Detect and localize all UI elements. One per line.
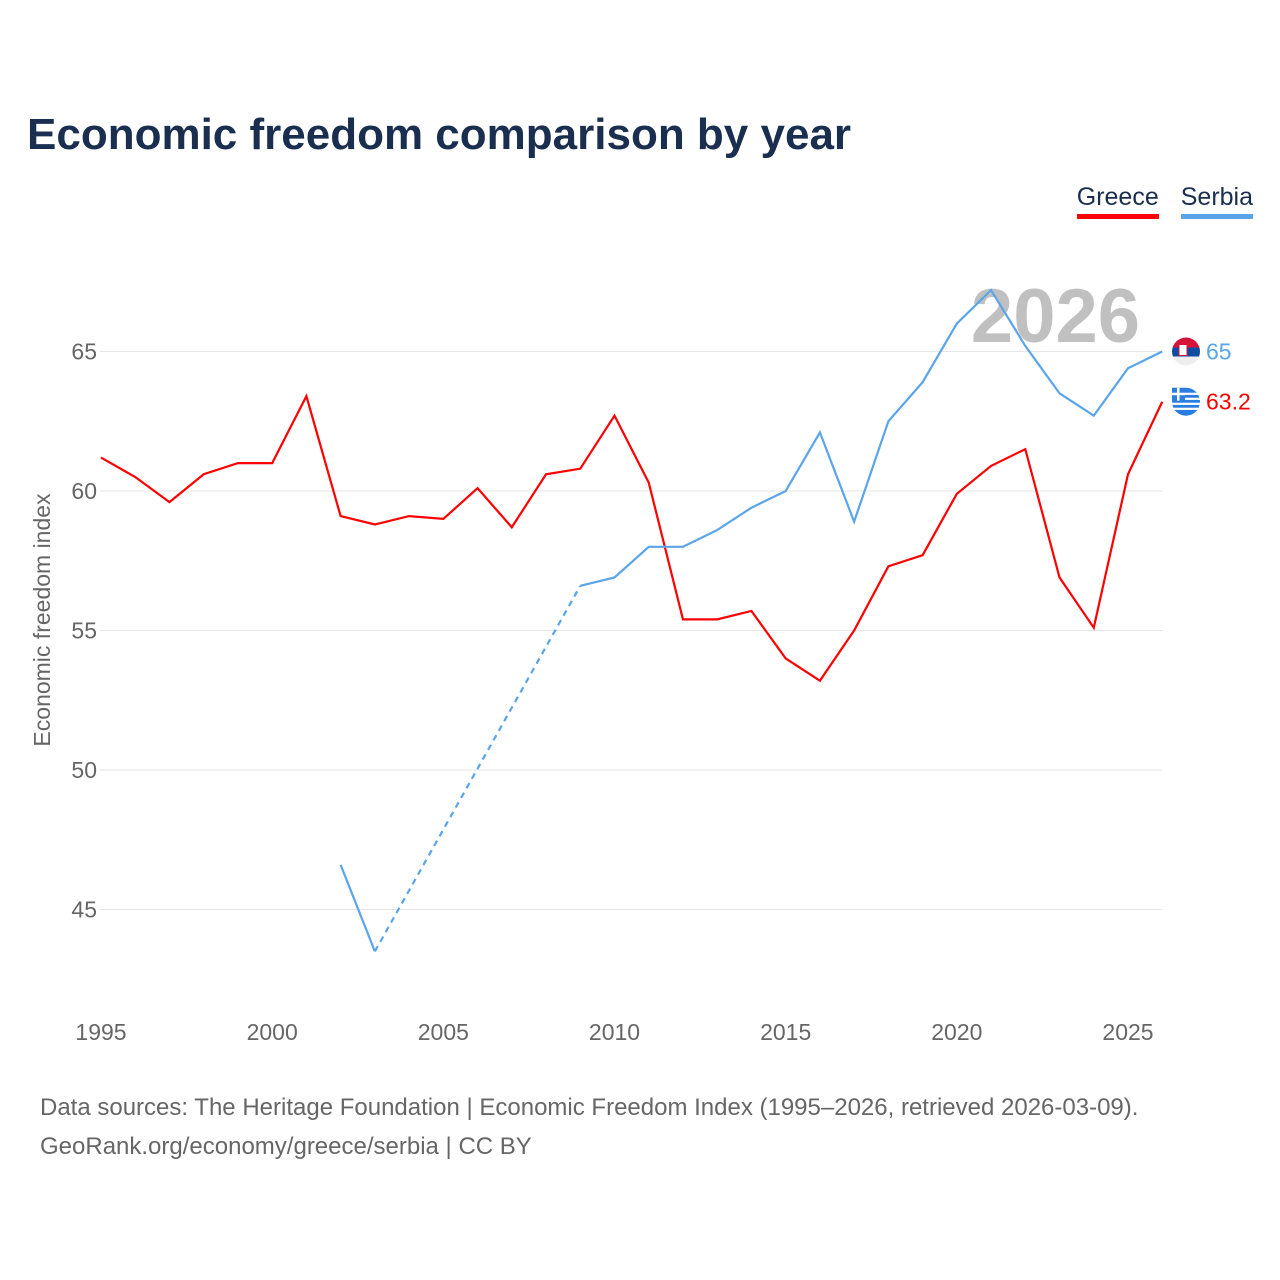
x-tick-label: 2010 (589, 1019, 640, 1045)
legend-greece[interactable]: Greece (1076, 183, 1159, 219)
legend-serbia[interactable]: Serbia (1180, 183, 1253, 219)
greece-flag-icon (1172, 387, 1200, 416)
x-tick-label: 2015 (760, 1019, 811, 1045)
x-tick-label: 1995 (75, 1019, 126, 1045)
serbia-gap-line (373, 585, 582, 952)
x-tick-label: 2005 (418, 1019, 469, 1045)
greece-end-label: 63.2 (1206, 389, 1251, 415)
x-tick-label: 2020 (931, 1019, 982, 1045)
greece-line (100, 393, 1164, 683)
line-chart: 45 50 55 60 65 1995 2000 2005 2010 2015 2020 2025 2… (29, 274, 1251, 1045)
chart-title: Economic freedom comparison by year (27, 110, 852, 159)
y-tick-label: 60 (71, 478, 97, 504)
data-sources: Data sources: The Heritage Foundation | … (40, 1094, 1139, 1121)
serbia-flag-icon (1172, 337, 1200, 366)
serbia-line (339, 864, 376, 952)
x-tick-label: 2000 (247, 1019, 298, 1045)
y-tick-label: 45 (71, 897, 97, 923)
y-tick-label: 65 (71, 339, 97, 365)
y-tick-label: 55 (71, 618, 97, 644)
credit-link[interactable]: GeoRank.org/economy/greece/serbia | CC B… (40, 1133, 532, 1160)
y-axis-label: Economic freedom index (29, 493, 55, 747)
serbia-end-label: 65 (1206, 339, 1232, 365)
source-note: Data sources: The Heritage Foundation | … (40, 1088, 1138, 1166)
y-tick-label: 50 (71, 757, 97, 783)
serbia-line (580, 288, 1163, 587)
x-tick-label: 2025 (1102, 1019, 1153, 1045)
legend: Greece Serbia (1076, 183, 1253, 219)
year-watermark: 2026 (971, 274, 1140, 359)
